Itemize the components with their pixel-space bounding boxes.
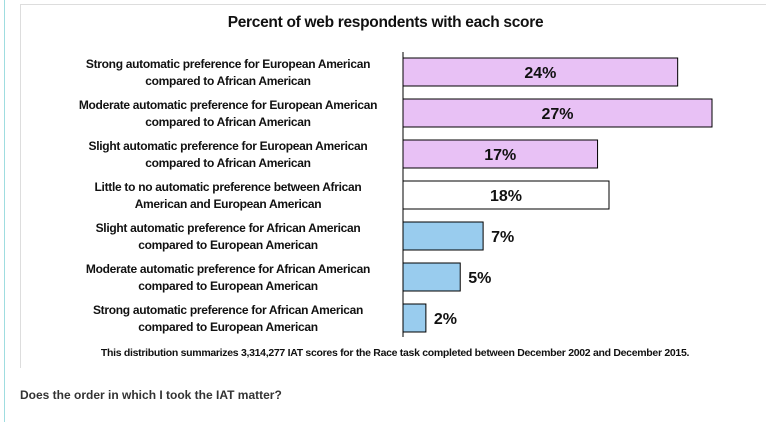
data-label: 24% [524,65,556,82]
chart-title: Percent of web respondents with each sco… [227,14,544,31]
category-label: Strong automatic preference for European… [86,57,370,71]
page-edge-line [4,0,5,422]
category-label: compared to African American [145,74,310,88]
bar [402,139,599,169]
bar [402,98,713,128]
data-label: 5% [468,270,491,287]
data-label: 27% [541,106,573,123]
category-label: compared to African American [145,156,310,170]
category-label: compared to African American [145,115,310,129]
chart-frame [20,4,766,368]
category-label: Little to no automatic preference betwee… [95,180,362,194]
category-label: Strong automatic preference for African … [93,303,363,317]
category-label: Moderate automatic preference for Europe… [79,98,377,112]
category-label: American and European American [135,197,322,211]
category-label: Slight automatic preference for African … [96,221,361,235]
chart-note: This distribution summarizes 3,314,277 I… [100,347,690,359]
data-label: 17% [484,147,516,164]
bar [402,180,610,210]
data-label: 18% [490,188,522,205]
category-label: compared to European American [138,279,318,293]
category-label: compared to European American [138,238,318,252]
category-label: Slight automatic preference for European… [89,139,368,153]
bar [402,303,427,333]
bar [402,57,679,87]
faq-question[interactable]: Does the order in which I took the IAT m… [20,388,282,402]
category-label: compared to European American [138,320,318,334]
data-label: 7% [491,229,514,246]
category-label: Moderate automatic preference for Africa… [86,262,370,276]
data-label: 2% [434,311,457,328]
bar [402,262,461,292]
bar [402,221,484,251]
